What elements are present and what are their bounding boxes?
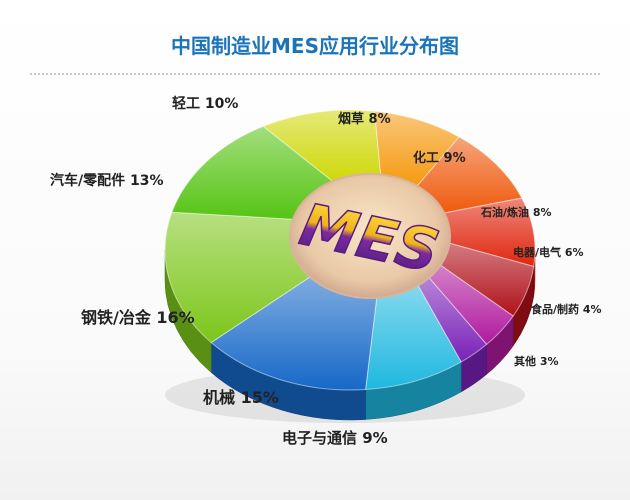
slice-label-2: 化工 9% bbox=[413, 150, 466, 166]
slice-gloss-9 bbox=[165, 212, 310, 343]
slice-gloss-10 bbox=[171, 126, 333, 220]
slice-label-8: 机械 15% bbox=[203, 388, 279, 407]
slice-label-3: 石油/炼油 8% bbox=[480, 205, 552, 219]
slice-gloss-3 bbox=[444, 198, 535, 267]
slice-gloss-4 bbox=[440, 243, 534, 317]
slice-label-10: 汽车/零配件 13% bbox=[50, 172, 164, 189]
slice-gloss-6 bbox=[418, 277, 487, 362]
slice-label-6: 其他 3% bbox=[514, 354, 559, 368]
slice-gloss-5 bbox=[429, 265, 514, 345]
slice-label-5: 食品/制药 4% bbox=[531, 302, 602, 316]
slice-gloss-1 bbox=[374, 111, 460, 186]
donut-tops bbox=[164, 109, 536, 391]
donut-hole: MES bbox=[289, 173, 451, 299]
slice-gloss-8 bbox=[211, 276, 377, 390]
slice-label-4: 电器/电气 6% bbox=[513, 245, 584, 259]
slice-label-1: 烟草 8% bbox=[338, 111, 391, 127]
slice-label-9: 钢铁/冶金 16% bbox=[81, 308, 195, 327]
center-hole bbox=[289, 173, 451, 299]
title-divider bbox=[30, 73, 600, 75]
chart-title: 中国制造业MES应用行业分布图 bbox=[171, 34, 459, 58]
slice-gloss-7 bbox=[365, 285, 462, 390]
slice-gloss-2 bbox=[417, 136, 522, 214]
slice-labels: 轻工 10% 烟草 8% 化工 9% 石油/炼油 8% 电器/电气 6% 食品/制药 4%… bbox=[50, 95, 602, 447]
slice-label-0: 轻工 10% bbox=[172, 95, 238, 112]
slice-gloss-0 bbox=[263, 110, 381, 182]
donut-sides bbox=[164, 249, 536, 421]
slice-label-7: 电子与通信 9% bbox=[282, 429, 388, 447]
